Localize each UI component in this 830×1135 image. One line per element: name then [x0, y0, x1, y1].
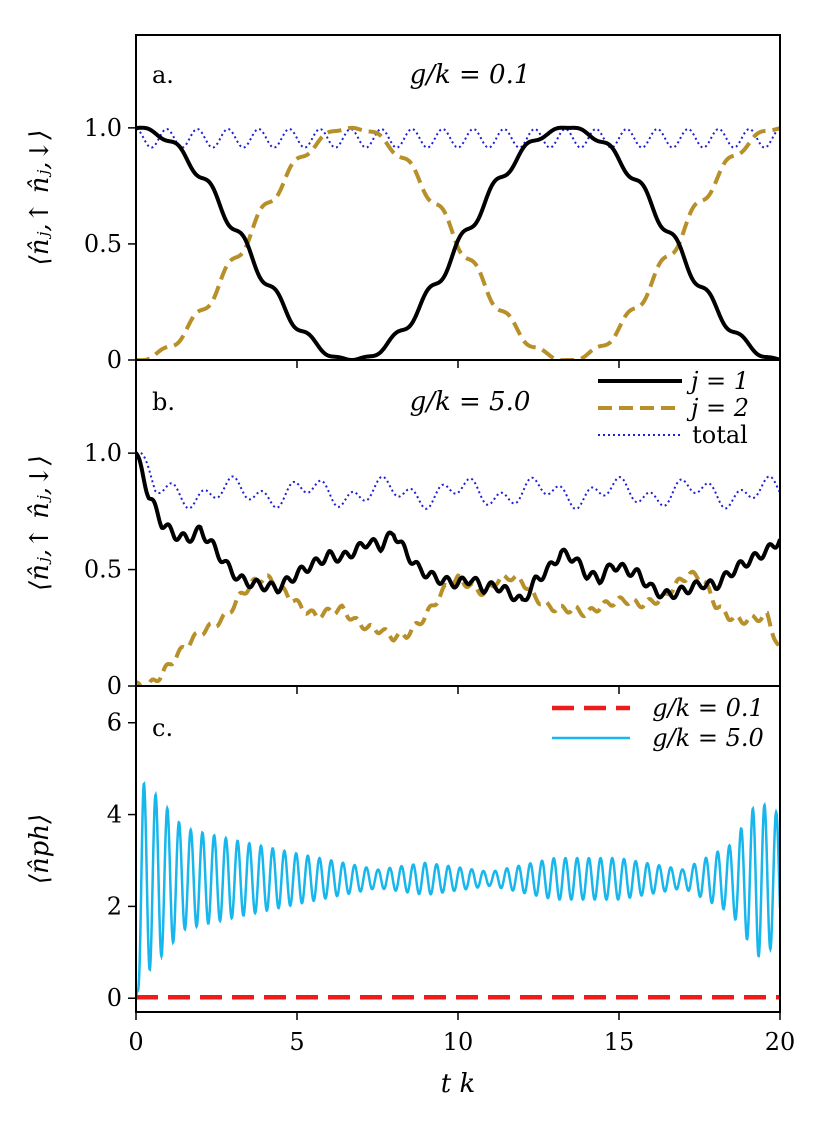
y-tick-label: 0.5: [84, 230, 122, 258]
x-tick-label: 0: [128, 1028, 143, 1056]
legend-b-label: j = 1: [686, 367, 749, 395]
x-tick-label: 15: [604, 1028, 635, 1056]
y-tick-label: 1.0: [84, 439, 122, 467]
series-j1-a: [136, 125, 780, 360]
series-j2-b: [136, 569, 780, 686]
panel-a-plot: [136, 125, 780, 360]
series-total-b: [136, 451, 780, 511]
y-axis-label: ⟨n̂ⱼ,↑ n̂ⱼ,↓⟩: [25, 130, 55, 266]
series-j1-b: [136, 451, 780, 603]
series-total-a: [136, 128, 780, 149]
legend-c-label: g/k = 5.0: [652, 724, 764, 752]
panel-a-label: a.: [152, 61, 174, 89]
y-tick-label: 0: [107, 346, 122, 374]
series-j2-a: [136, 125, 780, 360]
x-tick-label: 20: [765, 1028, 796, 1056]
x-tick-label: 5: [289, 1028, 304, 1056]
x-axis-label: t k: [441, 1069, 475, 1099]
legend-b-label: total: [692, 421, 748, 449]
panel-c-label: c.: [152, 714, 173, 742]
y-tick-label: 0: [107, 984, 122, 1012]
y-tick-label: 1.0: [84, 114, 122, 142]
y-tick-label: 6: [107, 709, 122, 737]
legend-c-label: g/k = 0.1: [652, 694, 764, 722]
series-g50: [136, 781, 780, 1000]
y-axis-label: ⟨n̂ⱼ,↑ n̂ⱼ,↓⟩: [25, 455, 55, 591]
panel-b-label: b.: [152, 388, 175, 416]
y-axis-label: ⟨n̂ph⟩: [25, 814, 55, 884]
y-tick-label: 4: [107, 801, 122, 829]
panel-b-annotation: g/k = 5.0: [410, 387, 531, 417]
y-tick-label: 0.5: [84, 556, 122, 584]
y-tick-label: 0: [107, 672, 122, 700]
legend-c: g/k = 0.1g/k = 5.0: [552, 694, 764, 752]
panel-c-plot: [136, 781, 780, 1000]
legend-b-label: j = 2: [686, 394, 749, 422]
x-tick-label: 10: [443, 1028, 474, 1056]
y-tick-label: 2: [107, 892, 122, 920]
panel-a-annotation: g/k = 0.1: [410, 60, 531, 90]
panel-b-plot: [136, 451, 780, 686]
